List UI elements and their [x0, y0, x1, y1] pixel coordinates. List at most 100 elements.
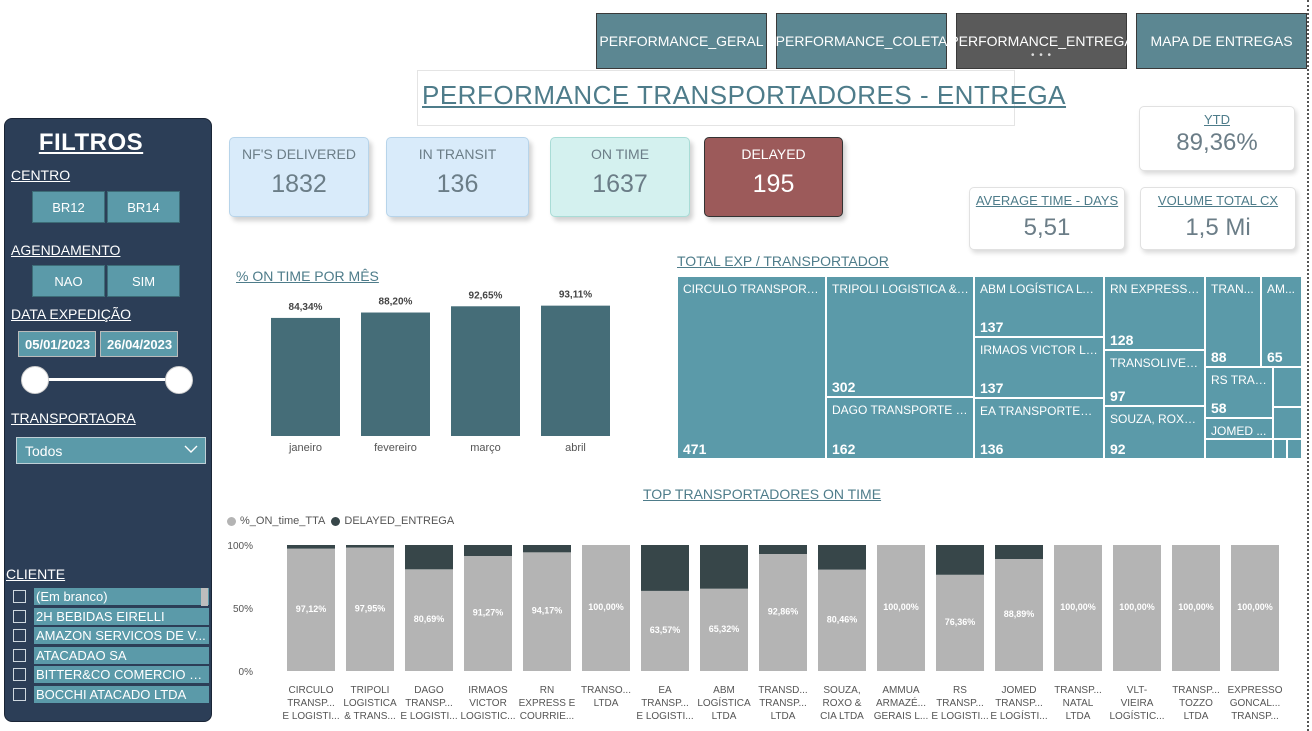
kpi-value: 1637	[592, 170, 648, 198]
treemap-tile-value: 58	[1211, 400, 1227, 416]
monthly-bar[interactable]	[451, 306, 520, 436]
date-range-slider[interactable]	[35, 378, 181, 381]
delayed-bar[interactable]	[287, 545, 335, 549]
ontime-bar[interactable]	[877, 545, 925, 671]
treemap-tile[interactable]: DAGO TRANSPORTE E ... 162	[826, 397, 974, 459]
cliente-item[interactable]: 2H BEBIDAS EIRELLI	[13, 607, 209, 627]
x-tick-line: LTDA	[1184, 711, 1209, 722]
monthly-bar[interactable]	[361, 312, 430, 436]
agendamento-sim-chip[interactable]: SIM	[107, 265, 180, 297]
volume-total-label: VOLUME TOTAL CX	[1157, 193, 1279, 208]
delayed-bar[interactable]	[405, 545, 453, 570]
treemap-tile[interactable]: TRIPOLI LOGISTICA & T... 302	[826, 276, 974, 397]
cliente-item[interactable]: BOCCHI ATACADO LTDA	[13, 685, 209, 705]
ontime-bar[interactable]	[700, 588, 748, 671]
treemap-tile[interactable]: TRAN... 88	[1205, 276, 1261, 367]
treemap-tile[interactable]: SOUZA, ROXO ... 92	[1104, 406, 1205, 459]
ontime-bar[interactable]	[287, 548, 335, 671]
x-tick-line: IRMAOS	[468, 685, 508, 696]
cliente-item[interactable]: BITTER&CO COMERCIO E ...	[13, 665, 209, 685]
agendamento-nao-chip[interactable]: NAO	[32, 265, 105, 297]
ontime-bar[interactable]	[523, 552, 571, 671]
x-tick-label: RS TRANSP... E LOGISTI...	[931, 685, 988, 722]
treemap-tile-small[interactable]	[1273, 367, 1302, 407]
ontime-data-label: 88,89%	[1004, 609, 1035, 619]
transportadora-dropdown[interactable]: Todos	[16, 437, 206, 464]
ontime-bar[interactable]	[1113, 545, 1161, 671]
treemap-tile-small[interactable]	[1287, 439, 1302, 459]
nav-performance-coleta-button[interactable]: PERFORMANCE_COLETA	[776, 13, 947, 69]
date-end-input[interactable]: 26/04/2023	[100, 331, 178, 357]
treemap-tile-name: AM...	[1267, 282, 1296, 296]
legend-ontime-label: %_ON_time_TTA	[240, 515, 326, 527]
checkbox[interactable]	[13, 629, 26, 643]
treemap-tile-small[interactable]	[1205, 439, 1273, 459]
top-chart-legend: %_ON_time_TTA DELAYED_ENTREGA	[227, 515, 454, 527]
date-slider-end-handle[interactable]	[165, 366, 193, 394]
x-tick-line: TRANSP...	[936, 698, 984, 709]
delayed-bar[interactable]	[700, 545, 748, 589]
ytd-card: YTD 89,36%	[1139, 106, 1295, 171]
ontime-bar[interactable]	[582, 545, 630, 671]
ontime-data-label: 100,00%	[883, 602, 919, 612]
checkbox[interactable]	[13, 687, 26, 701]
checkbox[interactable]	[13, 668, 26, 682]
ontime-data-label: 92,86%	[768, 606, 799, 616]
x-tick-line: TRANSP...	[1231, 711, 1279, 722]
nav-mapa-entregas-button[interactable]: MAPA DE ENTREGAS	[1136, 13, 1307, 69]
cliente-item[interactable]: AMAZON SERVICOS DE V...	[13, 626, 209, 646]
ontime-bar[interactable]	[1172, 545, 1220, 671]
cliente-item[interactable]: ATACADAO SA	[13, 646, 209, 666]
cliente-scrollbar[interactable]	[201, 588, 208, 606]
delayed-bar[interactable]	[641, 545, 689, 591]
x-tick-line: TRANSO...	[581, 685, 631, 696]
delayed-bar[interactable]	[523, 545, 571, 553]
nav-performance-geral-button[interactable]: PERFORMANCE_GERAL	[596, 13, 767, 69]
chevron-down-icon	[183, 441, 199, 460]
ontime-bar[interactable]	[346, 547, 394, 671]
treemap-tile[interactable]: RS TRAN... 58	[1205, 367, 1273, 418]
cliente-item[interactable]: (Em branco)	[13, 587, 209, 607]
treemap-tile[interactable]: JOMED ...	[1205, 418, 1273, 439]
treemap-tile-name: ABM LOGÍSTICA LTDA	[980, 282, 1100, 296]
delayed-bar[interactable]	[995, 545, 1043, 559]
ontime-bar[interactable]	[1054, 545, 1102, 671]
delayed-bar[interactable]	[818, 545, 866, 570]
nav-performance-entrega-button[interactable]: PERFORMANCE_ENTREGA • • •	[949, 13, 1134, 69]
date-start-input[interactable]: 05/01/2023	[18, 331, 96, 357]
treemap-tile-small[interactable]	[1273, 439, 1287, 459]
monthly-bar[interactable]	[541, 305, 610, 436]
treemap-tile[interactable]: AM... 65	[1261, 276, 1302, 367]
treemap-tile[interactable]: EA TRANSPORTES E ... 136	[974, 398, 1104, 459]
treemap-tile[interactable]: ABM LOGÍSTICA LTDA 137	[974, 276, 1104, 337]
centro-br14-chip[interactable]: BR14	[107, 191, 180, 223]
delayed-bar[interactable]	[936, 545, 984, 575]
x-tick-line: ABM	[713, 685, 735, 696]
checkbox[interactable]	[13, 609, 26, 623]
treemap-tile[interactable]: TRANSOLIVEIR... 97	[1104, 350, 1205, 406]
centro-br12-chip[interactable]: BR12	[32, 191, 105, 223]
treemap-tile-name: TRANSOLIVEIR...	[1110, 356, 1201, 370]
checkbox[interactable]	[13, 590, 26, 604]
ontime-bar[interactable]	[405, 569, 453, 671]
monthly-bar[interactable]	[271, 317, 340, 436]
x-tick-label: TRANSD... TRANSP... LTDA	[758, 685, 807, 722]
treemap-tile[interactable]: RN EXPRESS E ... 128	[1104, 276, 1205, 350]
ontime-bar[interactable]	[759, 553, 807, 671]
x-tick-label: RN EXPRESS E COURRIE...	[519, 685, 576, 722]
ontime-bar[interactable]	[936, 574, 984, 671]
ontime-bar[interactable]	[1231, 545, 1279, 671]
ontime-bar[interactable]	[641, 590, 689, 671]
ontime-bar[interactable]	[995, 558, 1043, 671]
checkbox[interactable]	[13, 648, 26, 662]
treemap-tile[interactable]: IRMAOS VICTOR LO... 137	[974, 337, 1104, 398]
ontime-bar[interactable]	[464, 555, 512, 671]
ontime-bar[interactable]	[818, 569, 866, 671]
treemap-tile[interactable]: CIRCULO TRANSPORTE... 471	[677, 276, 826, 459]
delayed-bar[interactable]	[759, 545, 807, 554]
delayed-bar[interactable]	[464, 545, 512, 556]
date-slider-start-handle[interactable]	[21, 366, 49, 394]
treemap-tile-small[interactable]	[1273, 407, 1302, 439]
delayed-bar[interactable]	[346, 545, 394, 548]
